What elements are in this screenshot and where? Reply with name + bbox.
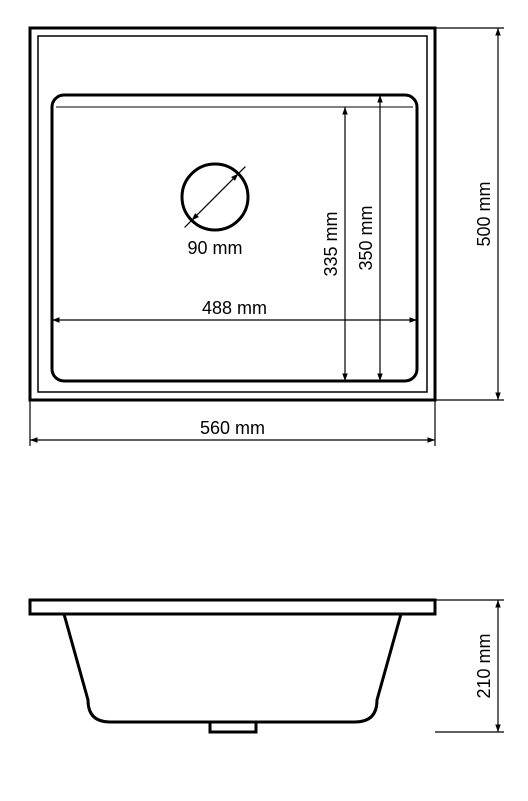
dim-inner-335: 335 mm: [321, 211, 341, 276]
dim-outer-width: 560 mm: [200, 418, 265, 438]
drain-dia-label: 90 mm: [187, 238, 242, 258]
dim-outer-height: 500 mm: [474, 181, 494, 246]
dim-inner-350: 350 mm: [356, 205, 376, 270]
dim-inner-width: 488 mm: [202, 298, 267, 318]
dim-side-height: 210 mm: [474, 633, 494, 698]
